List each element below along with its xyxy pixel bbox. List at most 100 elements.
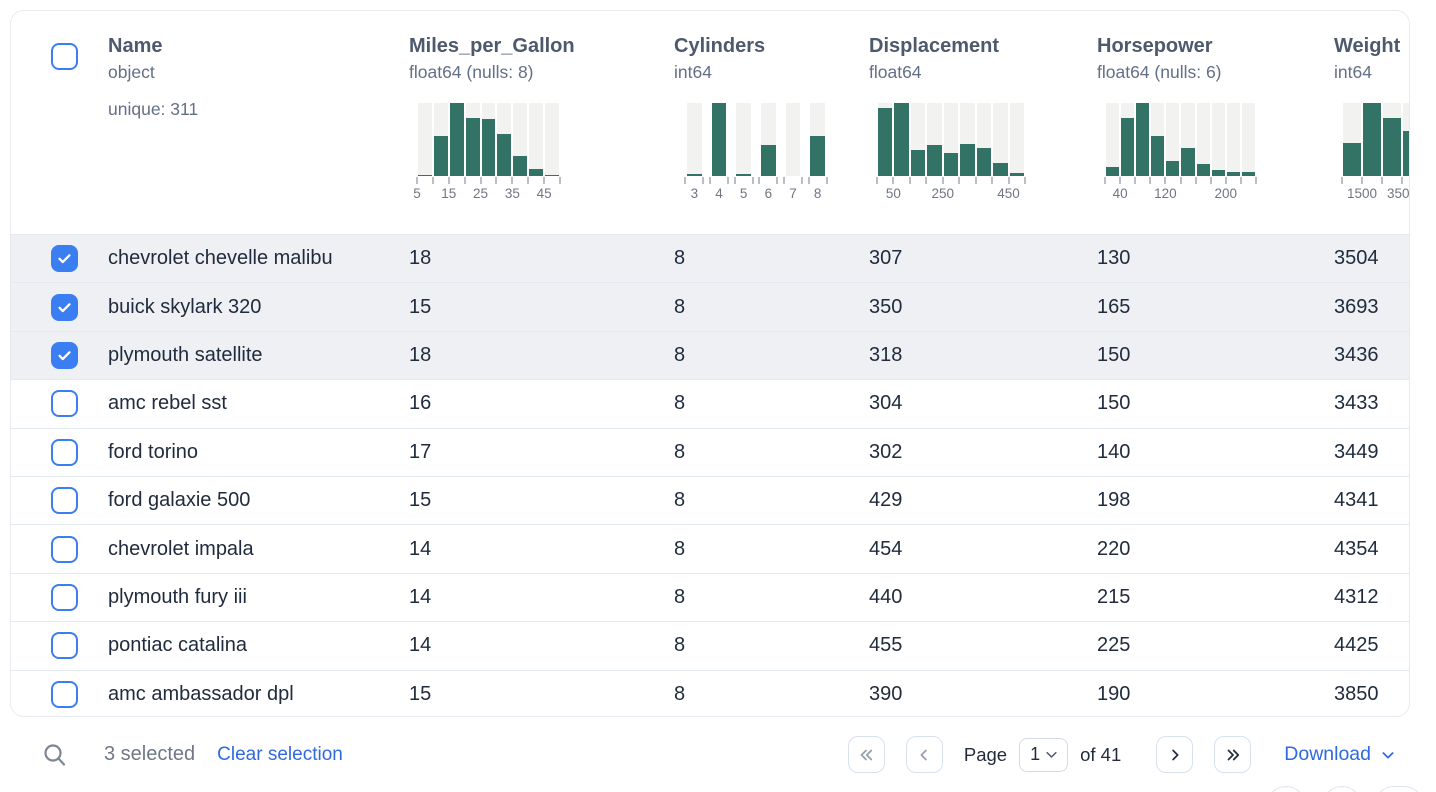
column-title: Name (108, 35, 163, 57)
column-title: Displacement (869, 35, 1000, 57)
row-checkbox[interactable] (51, 583, 78, 611)
row-checkbox[interactable] (51, 438, 78, 466)
cell-horsepower: 165 (1097, 295, 1131, 318)
prev-page-button[interactable] (905, 736, 943, 773)
cell-cylinders: 8 (674, 343, 686, 366)
histogram-bin (976, 103, 992, 176)
row-checkbox[interactable] (51, 535, 78, 563)
histogram-bar (418, 174, 432, 176)
select-all-checkbox[interactable] (51, 43, 78, 70)
table-row: buick skylark 320 15 8 350 165 3693 (11, 282, 1409, 331)
histogram-bin (810, 103, 826, 176)
clear-selection-link[interactable]: Clear selection (217, 743, 343, 765)
cell-displacement: 390 (869, 682, 903, 705)
column-header-displacement: Displacement float64 50 250 450 (869, 11, 1097, 234)
cell-mpg: 17 (409, 440, 432, 463)
chevron-left-icon (920, 749, 928, 760)
row-checkbox[interactable] (51, 632, 78, 660)
axis-tick (925, 177, 928, 184)
cell-displacement: 318 (869, 343, 903, 366)
page-select[interactable]: 1 (1019, 737, 1069, 772)
axis-tick (1381, 177, 1383, 184)
axis-tick (941, 177, 944, 184)
axis-tick (776, 177, 779, 184)
cell-cylinders: 8 (674, 682, 686, 705)
table-row: pontiac catalina 14 8 455 225 4425 (11, 621, 1409, 670)
histogram-labels: 5 15 25 35 45 (413, 184, 560, 202)
cell-weight: 3436 (1334, 343, 1379, 366)
axis-tick (825, 177, 828, 184)
axis-tick-label: 40 (1112, 186, 1128, 201)
cell-cylinders: 8 (674, 392, 686, 415)
page-total: of 41 (1080, 743, 1122, 765)
cell-horsepower: 198 (1097, 489, 1131, 512)
histogram-bin (1403, 103, 1409, 176)
histogram-bin (927, 103, 942, 176)
histogram-bin (1363, 103, 1381, 176)
last-page-button[interactable] (1214, 736, 1252, 773)
check-icon (58, 351, 71, 361)
column-header-name: Name object unique: 311 (108, 11, 409, 234)
histogram-bar (1196, 163, 1210, 176)
histogram-bar (1009, 173, 1024, 176)
table-row: chevrolet chevelle malibu 18 8 307 130 3504 (11, 234, 1409, 283)
histogram-bar (761, 145, 776, 176)
row-checkbox[interactable] (51, 245, 78, 273)
row-checkbox[interactable] (51, 390, 78, 418)
axis-tick (800, 177, 803, 184)
histogram-axis (682, 176, 830, 184)
search-icon[interactable] (42, 742, 68, 768)
next-page-button[interactable] (1156, 736, 1194, 773)
histogram-plot (1342, 103, 1409, 176)
histogram-plot (682, 103, 830, 176)
cell-weight: 4354 (1334, 537, 1379, 560)
column-header-mpg: Miles_per_Gallon float64 (nulls: 8) 5 15 25 3… (409, 11, 674, 234)
selected-count: 3 selected (104, 743, 196, 765)
axis-tick (1361, 177, 1363, 184)
check-icon (58, 302, 71, 312)
cell-mpg: 18 (409, 343, 432, 366)
axis-tick (908, 177, 911, 184)
cell-horsepower: 225 (1097, 634, 1131, 657)
cell-horsepower: 220 (1097, 537, 1131, 560)
histogram-bar (960, 143, 975, 176)
histogram-bin (878, 103, 893, 176)
row-checkbox-cell (11, 341, 108, 369)
histogram-bar (711, 103, 727, 176)
histogram-bin (910, 103, 926, 176)
cell-displacement: 440 (869, 585, 903, 608)
cell-cylinders: 8 (674, 295, 686, 318)
cell-displacement: 304 (869, 392, 903, 415)
histogram-bin (418, 103, 432, 176)
cell-weight: 4425 (1334, 634, 1379, 657)
row-checkbox[interactable] (51, 341, 78, 369)
row-checkbox[interactable] (51, 487, 78, 515)
cell-name: ford galaxie 500 (108, 489, 251, 512)
cell-horsepower: 190 (1097, 682, 1131, 705)
histogram-bar (910, 149, 926, 176)
download-button[interactable]: Download (1284, 743, 1396, 766)
histogram-bin (943, 103, 959, 176)
axis-tick-label: 25 (473, 186, 489, 201)
table-header: Name object unique: 311 Miles_per_Gallon flo… (11, 11, 1409, 234)
row-checkbox-cell (11, 583, 108, 611)
axis-tick (1149, 177, 1152, 184)
cell-weight: 4312 (1334, 585, 1379, 608)
axis-tick (733, 177, 736, 184)
histogram-bar (529, 168, 544, 176)
histogram-bin (1211, 103, 1225, 176)
histogram-bar (1151, 135, 1165, 176)
table-card: Name object unique: 311 Miles_per_Gallon flo… (10, 10, 1410, 717)
row-checkbox[interactable] (51, 293, 78, 321)
first-page-button[interactable] (847, 736, 885, 773)
row-checkbox[interactable] (51, 680, 78, 708)
histogram-bar (513, 156, 528, 176)
histogram-bin (481, 103, 496, 176)
axis-tick-label: 450 (997, 186, 1020, 201)
histogram: 3 4 5 6 7 8 (682, 103, 830, 202)
column-header-weight: Weight int64 1500 3500 (1334, 11, 1409, 234)
axis-tick (702, 177, 705, 184)
histogram-bar (878, 108, 893, 176)
histogram-bar (1181, 148, 1195, 176)
